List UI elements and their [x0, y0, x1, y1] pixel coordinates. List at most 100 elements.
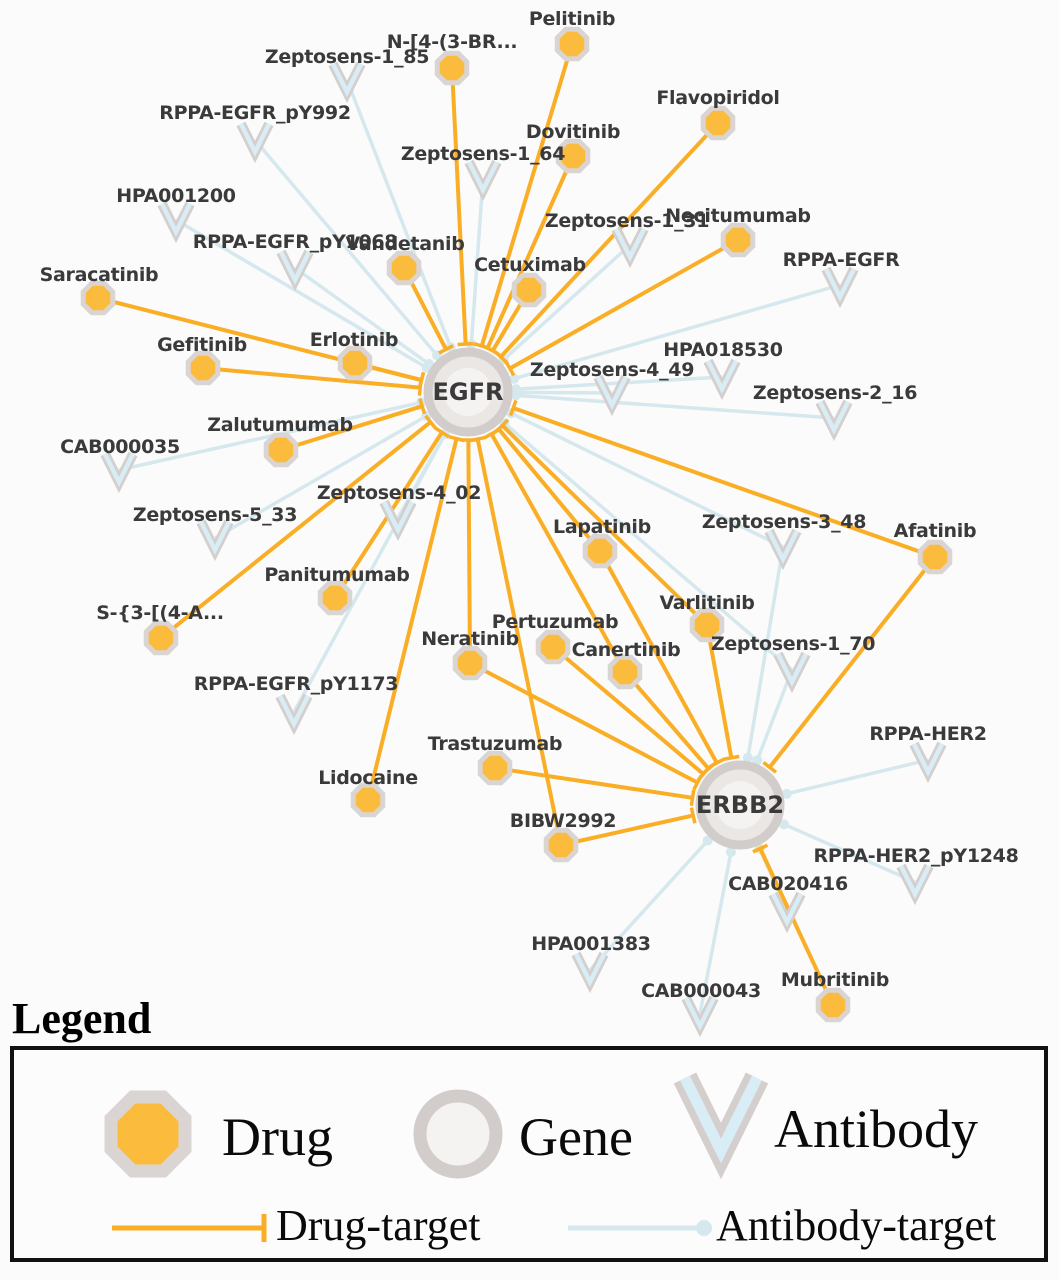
node-label: BIBW2992	[510, 810, 616, 832]
gene-node-erbb2[interactable]: ERBB2	[695, 760, 785, 850]
legend-gene-label: Gene	[519, 1107, 633, 1167]
inhibition-tbar	[689, 807, 697, 824]
node-label: Neratinib	[421, 628, 519, 650]
drug-node-flavopiridol[interactable]	[700, 105, 736, 141]
drug-node-zalutumumab[interactable]	[263, 432, 299, 468]
drug-node-varlitinib[interactable]	[689, 607, 725, 643]
node-label: Necitumumab	[665, 205, 810, 227]
antibody-node-zep170[interactable]	[773, 651, 811, 694]
antibody-node-cab35[interactable]	[100, 451, 138, 494]
drug-node-bibw2992[interactable]	[543, 827, 579, 863]
drug-node-afatinib[interactable]	[917, 539, 953, 575]
drug-node-trastuzumab[interactable]	[477, 750, 513, 786]
drug-node-neratinib[interactable]	[452, 645, 488, 681]
drug-target-edge	[497, 427, 602, 553]
node-label: Dovitinib	[526, 121, 620, 143]
antibody-chevron-inner	[102, 452, 136, 488]
drug-target-edge	[768, 555, 937, 769]
antibody-node-zep164[interactable]	[464, 159, 502, 202]
edge-endpoint-dot	[752, 755, 763, 766]
antibody-node-rppa992[interactable]	[236, 121, 274, 164]
node-label: Erlotinib	[310, 329, 398, 351]
drug-node-canertinib[interactable]	[607, 654, 643, 690]
inhibition-tbar	[418, 398, 427, 415]
drug-node-gefitinib[interactable]	[185, 350, 221, 386]
drug-node-erlotinib[interactable]	[337, 345, 373, 381]
node-label: RPPA-EGFR	[783, 249, 900, 271]
antibody-node-hpa1200[interactable]	[157, 201, 195, 244]
antibody-chevron-inner	[705, 359, 739, 395]
antibody-node-hpa1383[interactable]	[571, 951, 609, 994]
drug-target-edge	[500, 424, 709, 627]
antibody-node-zep449[interactable]	[593, 374, 631, 417]
edge-endpoint-dot	[510, 390, 521, 401]
drug-octagon-icon	[104, 1090, 192, 1178]
drug-node-pertuzumab[interactable]	[535, 629, 571, 665]
antibody-node-rppa1068[interactable]	[276, 249, 314, 292]
antibody-node-zep348[interactable]	[764, 528, 802, 571]
drug-node-dovitinib[interactable]	[555, 138, 591, 174]
drug-node-panitumumab[interactable]	[317, 580, 353, 616]
gene-ring-icon	[413, 1089, 503, 1179]
antibody-chevron-inner	[277, 694, 311, 730]
antibody-target-edge	[786, 758, 929, 796]
drug-node-necitumumab[interactable]	[720, 222, 756, 258]
node-label: Gefitinib	[157, 334, 247, 356]
node-label: Zeptosens-1_31	[545, 210, 709, 232]
node-label: Zeptosens-1_70	[711, 633, 875, 655]
antibody-node-rppa1173[interactable]	[275, 693, 313, 736]
node-label: Zeptosens-4_02	[317, 482, 481, 504]
antibody-node-cab20416[interactable]	[768, 891, 806, 934]
edge-endpoint-dot	[725, 847, 736, 858]
drug-target-edge	[469, 661, 699, 785]
antibody-target-edge	[118, 400, 422, 472]
node-label: Zeptosens-4_49	[530, 359, 694, 381]
drug-target-edge	[280, 404, 423, 452]
antibody-node-zep131[interactable]	[611, 226, 649, 269]
gene-node-egfr[interactable]: EGFR	[423, 347, 513, 437]
gene-label: EGFR	[433, 378, 504, 406]
node-label: Afatinib	[894, 520, 977, 542]
drug-node-nbr[interactable]	[434, 50, 470, 86]
drug-node-pelitinib[interactable]	[554, 26, 590, 62]
drug-node-cetuximab[interactable]	[511, 272, 547, 308]
antibody-node-hpa18530[interactable]	[703, 358, 741, 401]
inhibition-tbar	[689, 789, 696, 807]
antibody-chevron-inner	[683, 996, 717, 1032]
node-label: CAB000043	[641, 980, 761, 1002]
drug-node-saracatinib[interactable]	[80, 280, 116, 316]
antibody-target-edge	[513, 283, 841, 381]
antibody-node-zep533[interactable]	[196, 519, 234, 562]
antibody-node-rppaher2py[interactable]	[896, 863, 934, 906]
antibody-node-rppaher2[interactable]	[909, 741, 947, 784]
antibody-target-edge	[588, 839, 710, 972]
antibody-chevron-inner	[823, 267, 857, 303]
antibody-node-rppaegfr[interactable]	[821, 266, 859, 309]
drug-node-mubritinib[interactable]	[815, 987, 851, 1023]
node-label: RPPA-EGFR_pY1068	[193, 231, 398, 253]
antibody-node-cab43[interactable]	[681, 995, 719, 1038]
antibody-chevron-inner	[680, 1075, 762, 1164]
antibody-target-edge	[214, 414, 428, 540]
gene-label: ERBB2	[696, 791, 784, 819]
legend-title: Legend	[12, 994, 152, 1043]
gene-core	[444, 368, 492, 416]
node-label: Zeptosens-1_85	[265, 46, 429, 68]
drug-node-lidocaine[interactable]	[350, 782, 386, 818]
antibody-chevron-inner	[159, 202, 193, 238]
drug-node-lapatinib[interactable]	[582, 533, 618, 569]
antibody-node-zep185[interactable]	[328, 61, 366, 104]
drug-node-vandetanib[interactable]	[386, 250, 422, 286]
antibody-chevron-inner	[911, 742, 945, 778]
node-label: Pertuzumab	[492, 611, 619, 633]
node-label: HPA001200	[116, 185, 235, 207]
antibody-node-zep216[interactable]	[815, 399, 853, 442]
drug-target-edge	[560, 813, 694, 847]
antibody-node-zep402[interactable]	[379, 499, 417, 542]
drug-target-edge	[159, 420, 432, 640]
drug-node-s3a[interactable]	[143, 620, 179, 656]
gene-node-icon	[413, 1089, 503, 1179]
network-graph-canvas[interactable]: EGFR ERBB2 Pelitinib N-[4-(3-BR... Flavopiri…	[0, 0, 1059, 1040]
antibody-target-edge-icon	[568, 1220, 712, 1236]
drug-target-edge	[705, 624, 734, 759]
